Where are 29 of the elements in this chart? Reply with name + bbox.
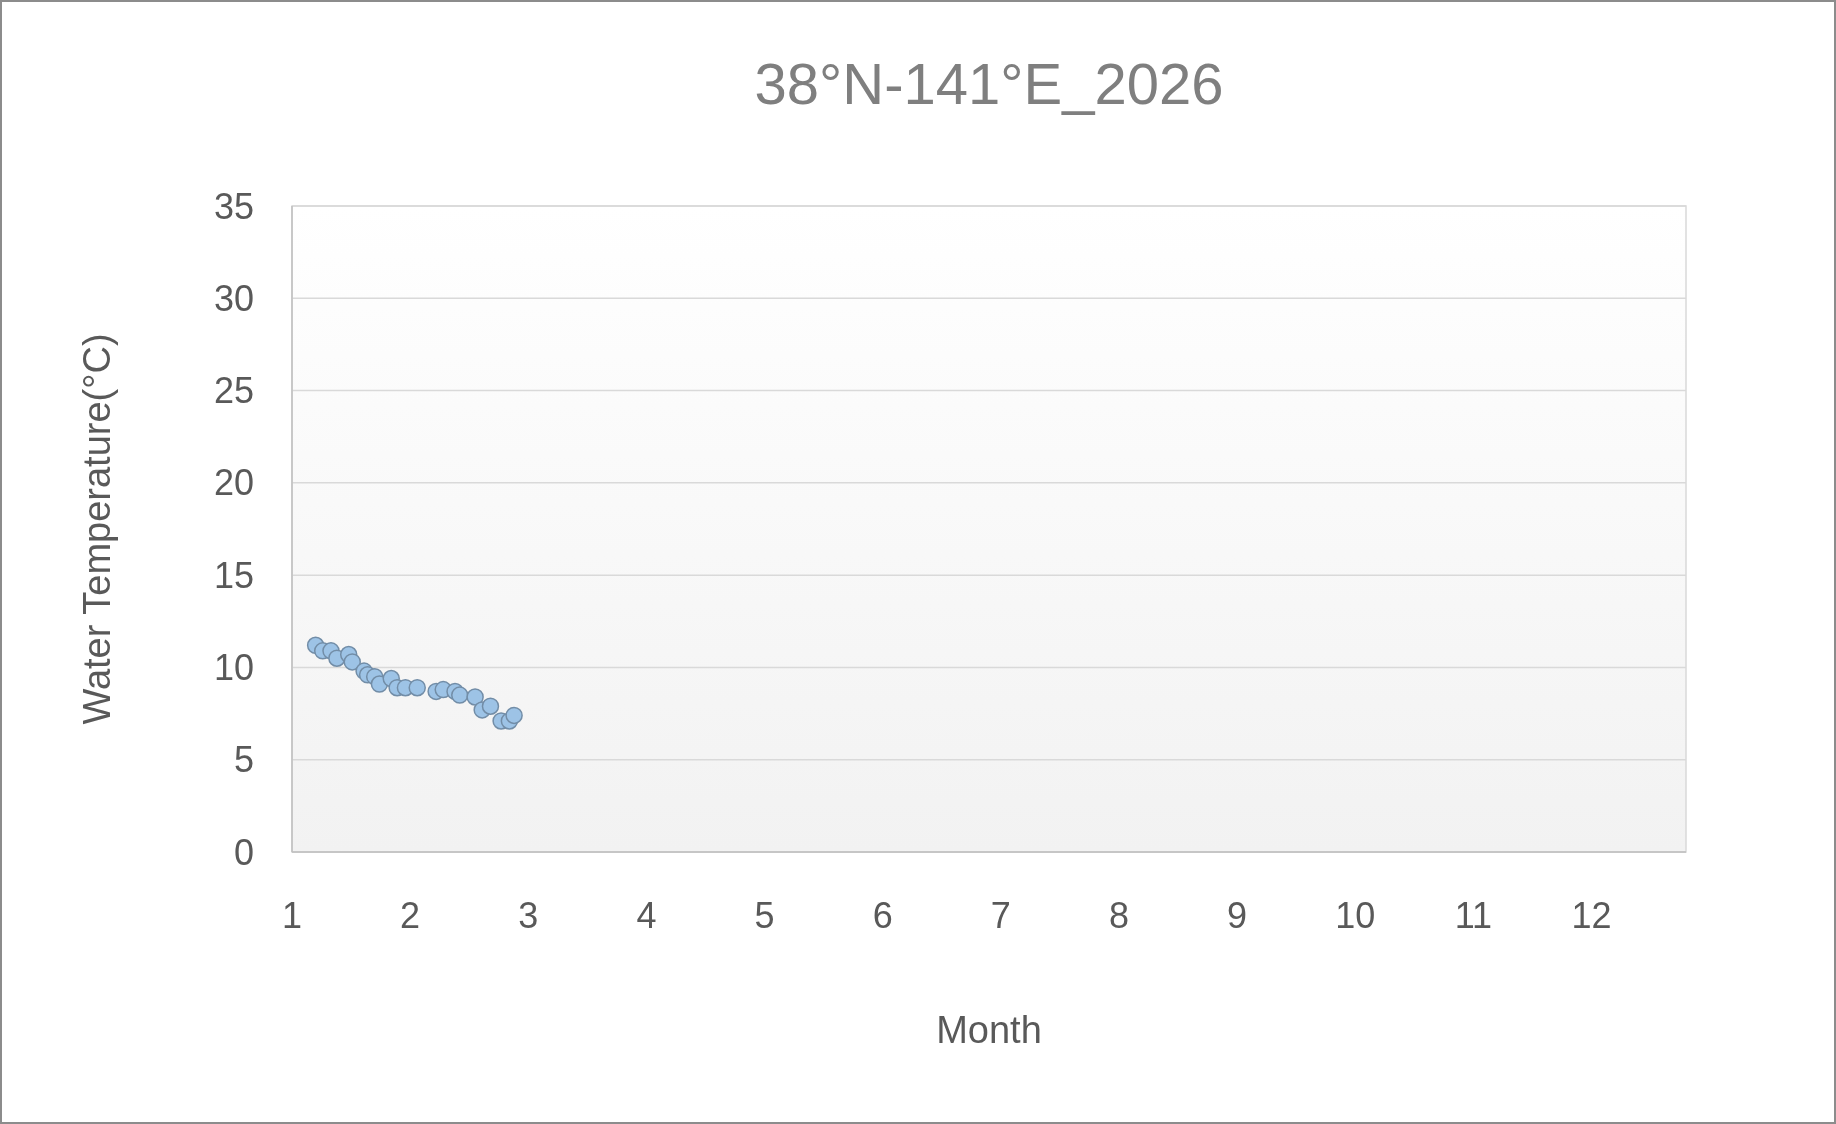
x-tick-label: 6 xyxy=(872,895,893,936)
x-tick-label: 9 xyxy=(1227,895,1248,936)
x-tick-label: 8 xyxy=(1108,895,1129,936)
point xyxy=(451,686,469,704)
x-tick-label: 10 xyxy=(1335,895,1376,936)
point xyxy=(481,697,500,715)
point xyxy=(505,706,523,725)
x-tick-label: 11 xyxy=(1454,895,1493,936)
y-tick-label: 15 xyxy=(213,554,254,596)
x-tick-label: 3 xyxy=(518,895,539,936)
y-tick-label: 30 xyxy=(213,277,254,319)
point xyxy=(343,653,361,671)
x-tick-label: 1 xyxy=(281,895,303,936)
x-tick-label: 7 xyxy=(990,895,1011,936)
x-axis-title: Month xyxy=(936,1009,1042,1051)
x-tick-label: 5 xyxy=(754,895,775,936)
y-tick-label: 25 xyxy=(213,370,254,412)
chart-title: 38°N-141°E_2026 xyxy=(754,51,1224,116)
x-tick-label: 4 xyxy=(636,895,657,936)
y-tick-label: 5 xyxy=(233,739,254,781)
point xyxy=(408,678,426,697)
y-axis-title: Water Temperature(°C) xyxy=(76,333,118,725)
y-tick-label: 10 xyxy=(213,647,254,689)
x-tick-label: 2 xyxy=(400,895,421,936)
point xyxy=(466,688,484,706)
y-tick-label: 20 xyxy=(213,462,254,504)
x-tick-label: 12 xyxy=(1571,895,1612,936)
y-tick-label: 0 xyxy=(233,831,254,873)
y-tick-label: 35 xyxy=(213,185,254,227)
